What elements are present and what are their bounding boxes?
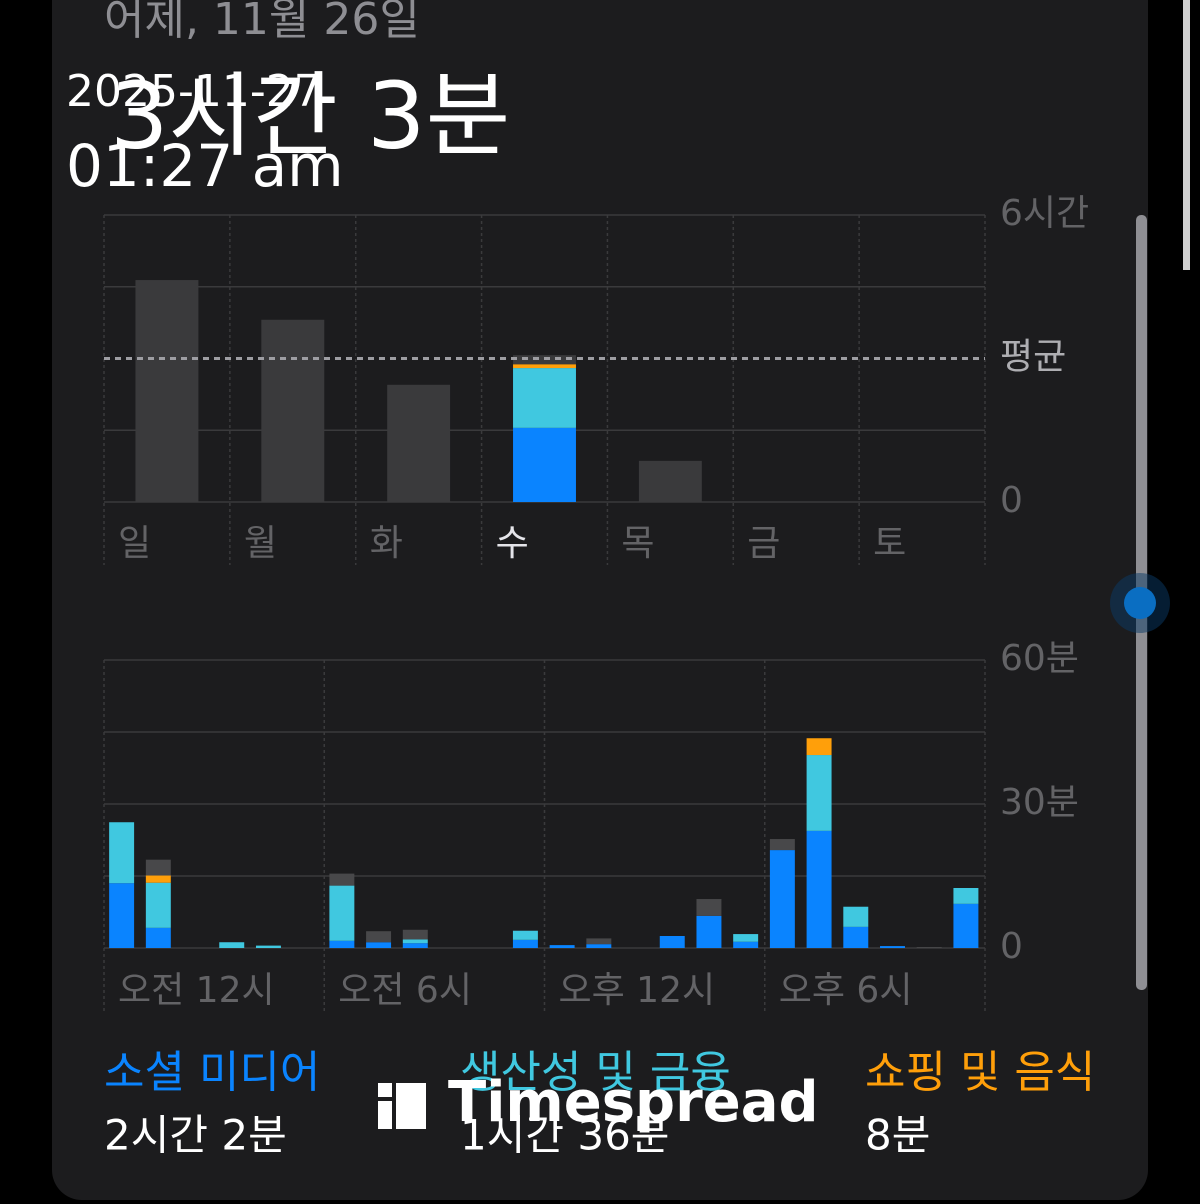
bar-segment [513,427,576,502]
average-label: 평균 [1000,337,1066,378]
date: 어제, 11월 26일 [104,0,420,45]
legend-label: 생산성 및 금융 [460,1047,731,1098]
bar-segment [586,944,612,948]
bar-segment [806,738,832,756]
bar-segment [513,364,576,369]
bar-segment [806,755,832,831]
bar-segment [109,822,135,884]
y-tick-label: 0 [1000,480,1023,521]
bar-segment [402,943,428,948]
bar-segment [916,947,942,948]
legend-total: 1시간 36분 [460,1111,669,1160]
legend-label: 쇼핑 및 음식 [865,1047,1095,1098]
bar-segment [733,941,759,948]
bar-segment [806,830,832,948]
legend-label: 소셜 미디어 [104,1047,320,1098]
bar-segment [366,942,392,948]
x-tick-label: 목 [621,523,654,564]
y-tick-label: 30분 [1000,782,1079,823]
card [52,0,1148,1200]
bar-segment [109,883,135,948]
edge-bar [1183,0,1190,270]
x-tick-label: 수 [496,523,529,564]
bar-segment [696,899,722,916]
bar-segment [512,930,538,940]
bar-segment [513,368,576,428]
bar-segment [549,945,575,948]
x-tick-label: 금 [747,523,780,564]
bar-segment [145,875,171,883]
bar-segment [261,319,325,502]
watermark: Timespread [448,1070,819,1135]
bar-segment [145,882,171,928]
bar-segment [843,926,869,948]
bar-segment [659,936,685,948]
overlay-time: 01:27 am [66,132,344,200]
bar-segment [769,839,795,851]
y-tick-label: 0 [1000,926,1023,967]
watermark-icon [378,1083,426,1129]
x-tick-label: 월 [244,523,277,564]
scroll-thumb[interactable] [1124,587,1156,619]
bar-segment [402,939,428,944]
legend-total: 8분 [865,1111,930,1160]
bar-segment [329,885,355,941]
x-tick-label: 토 [873,523,906,564]
bar-segment [880,946,905,948]
bar-segment [329,940,355,948]
legend-total: 2시간 2분 [104,1111,287,1160]
x-tick-label: 화 [370,523,403,564]
x-tick-label: 일 [118,523,151,564]
x-tick-label: 오전 12시 [118,970,275,1011]
bar-segment [953,888,979,904]
bar-segment [329,873,355,886]
bar-segment [255,945,281,948]
bar-segment [638,460,702,502]
y-tick-label: 6시간 [1000,193,1089,234]
bar-segment [696,915,722,948]
y-tick-label: 60분 [1000,638,1079,679]
bar-segment [512,939,538,948]
bar-segment [843,906,869,927]
bar-segment [733,934,759,942]
bar-segment [387,384,451,502]
bar-segment [366,931,392,943]
bar-segment [145,859,171,876]
overlay-date: 2025-11-27 [66,66,322,117]
bar-segment [586,938,612,945]
bar-segment [135,280,199,502]
total-time: 3시간 3분 [110,62,510,169]
x-tick-label: 오후 12시 [559,970,716,1011]
x-tick-label: 오후 6시 [779,970,913,1011]
bar-segment [402,929,428,940]
bar-segment [953,903,979,948]
bar-segment [219,942,245,948]
x-tick-label: 오전 6시 [338,970,472,1011]
bar-segment [769,850,795,948]
bar-segment [145,927,171,948]
